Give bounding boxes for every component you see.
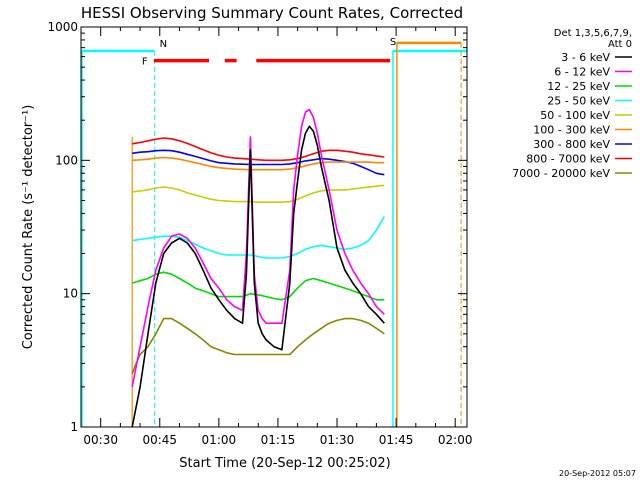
series-line-50to100keV bbox=[132, 184, 385, 203]
legend-label: 25 - 50 keV bbox=[547, 95, 610, 108]
x-tick-label: 00:45 bbox=[142, 433, 177, 447]
series-line-100to300keV bbox=[132, 156, 385, 171]
y-axis-label: Corrected Count Rate (s⁻¹ detector⁻¹) bbox=[21, 105, 36, 350]
series-layer bbox=[131, 108, 385, 428]
x-tick-label: 01:45 bbox=[379, 433, 414, 447]
series-line-6to12keV bbox=[131, 108, 385, 388]
legend-label: 3 - 6 keV bbox=[561, 51, 610, 64]
x-tick-label: 01:00 bbox=[202, 433, 237, 447]
series-line-7000to20000keV bbox=[131, 317, 385, 375]
x-tick-label: 02:00 bbox=[438, 433, 473, 447]
y-tick-label: 10 bbox=[63, 287, 78, 301]
x-tick-label: 01:15 bbox=[261, 433, 296, 447]
legend-label: 800 - 7000 keV bbox=[526, 153, 610, 166]
legend: Det 1,3,5,6,7,9,Att 03 - 6 keV 6 - 12 keV… bbox=[512, 28, 632, 180]
series-line-300to800keV bbox=[132, 149, 385, 176]
y-tick-label: 1 bbox=[70, 420, 78, 434]
series-line-12to25keV bbox=[131, 271, 385, 301]
flare-flag-label: F bbox=[142, 57, 148, 68]
night-flag-label: N bbox=[160, 39, 167, 50]
axes-layer: 00:30 00:45 01:00 01:15 01:30 01:45 02:00 1 10 10… bbox=[47, 20, 472, 447]
legend-label: 100 - 300 keV bbox=[533, 124, 610, 137]
series-line-3to6keV bbox=[131, 125, 385, 428]
x-tick-label: 00:30 bbox=[83, 433, 118, 447]
legend-header: Det 1,3,5,6,7,9, bbox=[554, 28, 632, 39]
legend-label: 6 - 12 keV bbox=[554, 66, 610, 79]
x-tick-label: 01:30 bbox=[320, 433, 355, 447]
flag-layer: N S F bbox=[81, 37, 467, 427]
series-line-800to7000keV bbox=[132, 137, 385, 162]
y-tick-label: 100 bbox=[55, 153, 78, 167]
x-axis-label: Start Time (20-Sep-12 00:25:02) bbox=[179, 456, 390, 471]
legend-header: Att 0 bbox=[608, 39, 632, 50]
y-tick-label: 1000 bbox=[47, 20, 78, 34]
series-line-25to50keV bbox=[132, 216, 385, 259]
legend-label: 7000 - 20000 keV bbox=[512, 167, 610, 180]
footer-date: 20-Sep-2012 05:07 bbox=[559, 469, 636, 478]
legend-label: 50 - 100 keV bbox=[540, 109, 610, 122]
legend-label: 12 - 25 keV bbox=[547, 80, 610, 93]
plot-frame bbox=[80, 26, 468, 428]
saa-flag-label: S bbox=[390, 37, 396, 48]
chart-title: HESSI Observing Summary Count Rates, Cor… bbox=[81, 4, 463, 22]
legend-label: 300 - 800 keV bbox=[533, 138, 610, 151]
